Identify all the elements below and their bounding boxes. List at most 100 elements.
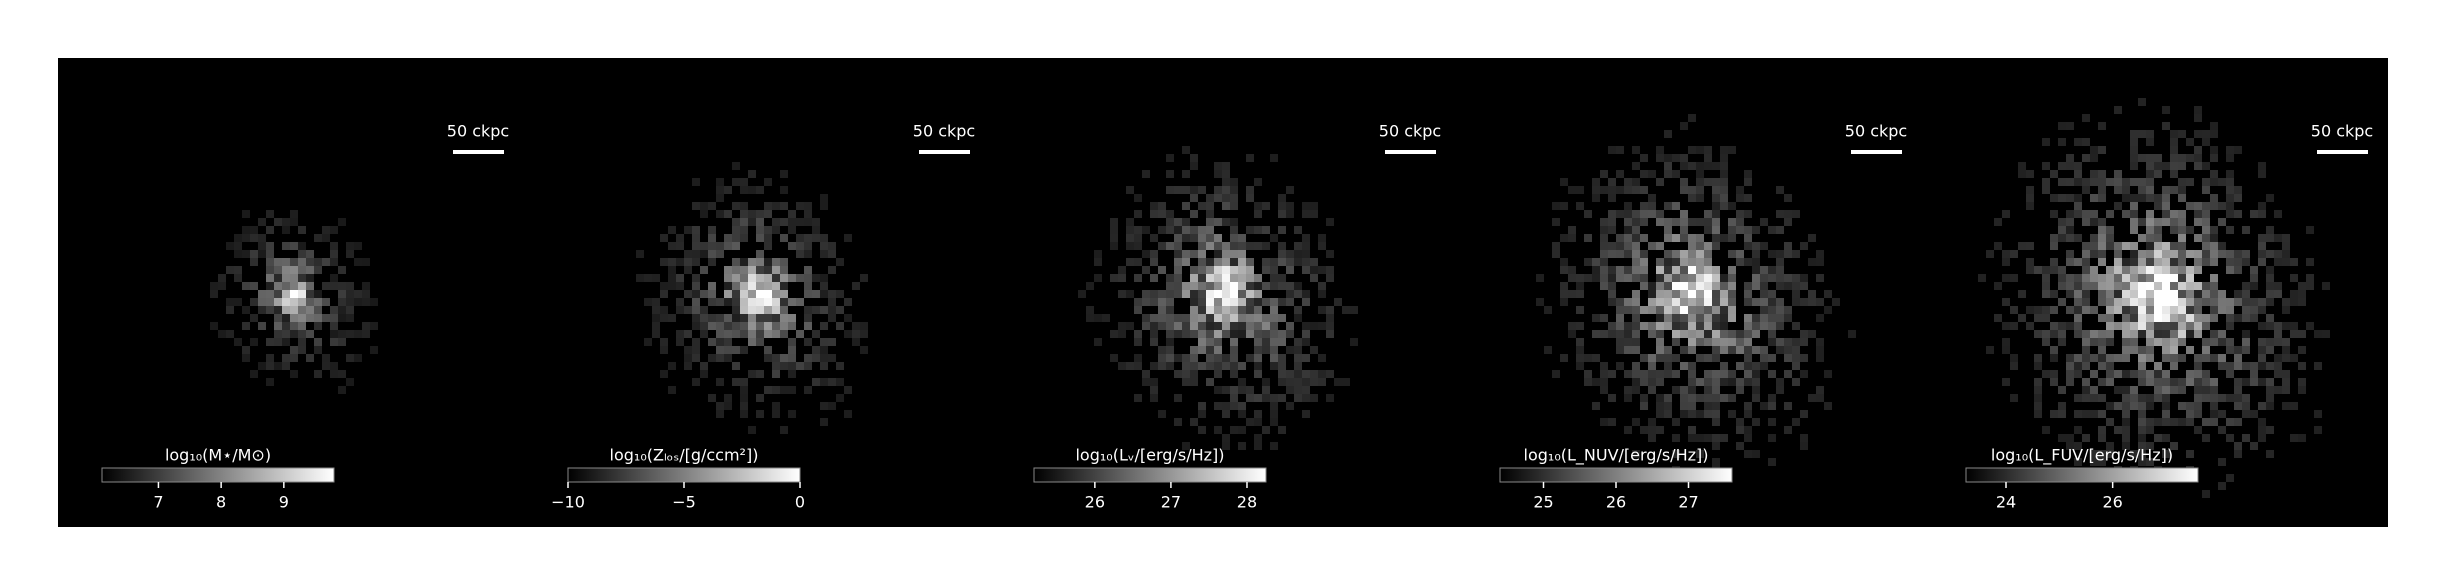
- image-pixel: [1624, 322, 1632, 330]
- image-pixel: [1190, 282, 1198, 290]
- image-pixel: [2154, 306, 2162, 314]
- image-pixel: [2154, 274, 2162, 282]
- image-pixel: [692, 322, 700, 330]
- image-pixel: [692, 306, 700, 314]
- image-pixel: [1672, 370, 1680, 378]
- image-pixel: [1664, 162, 1672, 170]
- image-pixel: [1246, 314, 1254, 322]
- image-pixel: [828, 242, 836, 250]
- image-pixel: [836, 258, 844, 266]
- image-pixel: [346, 314, 354, 322]
- image-pixel: [1768, 458, 1776, 466]
- scale-bar-label: 50 ckpc: [1379, 122, 1441, 141]
- image-pixel: [1206, 290, 1214, 298]
- image-pixel: [2034, 410, 2042, 418]
- image-pixel: [2146, 458, 2154, 466]
- image-pixel: [234, 266, 242, 274]
- image-pixel: [2250, 210, 2258, 218]
- image-pixel: [2194, 162, 2202, 170]
- image-pixel: [748, 338, 756, 346]
- image-pixel: [2186, 298, 2194, 306]
- image-pixel: [2186, 314, 2194, 322]
- image-pixel: [2210, 122, 2218, 130]
- image-pixel: [756, 210, 764, 218]
- image-pixel: [266, 258, 274, 266]
- image-pixel: [748, 258, 756, 266]
- image-pixel: [1712, 346, 1720, 354]
- image-pixel: [2082, 258, 2090, 266]
- image-pixel: [2170, 330, 2178, 338]
- image-pixel: [1262, 298, 1270, 306]
- image-pixel: [1254, 298, 1262, 306]
- colorbar-tick-label: 0: [795, 493, 805, 512]
- image-pixel: [2122, 434, 2130, 442]
- image-pixel: [1246, 418, 1254, 426]
- image-pixel: [1664, 154, 1672, 162]
- image-pixel: [1728, 346, 1736, 354]
- image-pixel: [2138, 458, 2146, 466]
- image-pixel: [1600, 418, 1608, 426]
- image-pixel: [2234, 186, 2242, 194]
- colorbar: [1033, 467, 1267, 483]
- image-pixel: [1198, 202, 1206, 210]
- image-pixel: [1214, 386, 1222, 394]
- image-pixel: [708, 322, 716, 330]
- image-pixel: [1752, 250, 1760, 258]
- image-pixel: [274, 282, 282, 290]
- image-pixel: [1150, 274, 1158, 282]
- image-pixel: [828, 298, 836, 306]
- image-pixel: [2178, 234, 2186, 242]
- image-pixel: [1110, 234, 1118, 242]
- image-pixel: [1648, 362, 1656, 370]
- image-pixel: [2146, 210, 2154, 218]
- image-pixel: [1270, 362, 1278, 370]
- image-pixel: [2226, 258, 2234, 266]
- image-pixel: [716, 330, 724, 338]
- image-pixel: [2210, 410, 2218, 418]
- image-pixel: [2266, 346, 2274, 354]
- image-pixel: [2202, 386, 2210, 394]
- image-pixel: [1262, 242, 1270, 250]
- image-pixel: [1158, 266, 1166, 274]
- image-pixel: [2282, 298, 2290, 306]
- image-pixel: [1262, 258, 1270, 266]
- image-pixel: [1720, 290, 1728, 298]
- image-pixel: [764, 298, 772, 306]
- image-pixel: [1198, 346, 1206, 354]
- image-pixel: [1150, 330, 1158, 338]
- colorbar: [101, 467, 335, 483]
- image-pixel: [2130, 242, 2138, 250]
- image-pixel: [1616, 338, 1624, 346]
- image-pixel: [1166, 338, 1174, 346]
- image-pixel: [1648, 370, 1656, 378]
- image-pixel: [1696, 146, 1704, 154]
- image-pixel: [2106, 450, 2114, 458]
- image-pixel: [2138, 218, 2146, 226]
- image-pixel: [1592, 402, 1600, 410]
- image-pixel: [2194, 290, 2202, 298]
- image-pixel: [1326, 394, 1334, 402]
- image-pixel: [1752, 226, 1760, 234]
- image-pixel: [2194, 314, 2202, 322]
- image-pixel: [1584, 274, 1592, 282]
- image-pixel: [2234, 298, 2242, 306]
- image-pixel: [1688, 338, 1696, 346]
- image-pixel: [282, 218, 290, 226]
- image-pixel: [772, 226, 780, 234]
- image-pixel: [282, 282, 290, 290]
- image-pixel: [1994, 314, 2002, 322]
- image-pixel: [2242, 410, 2250, 418]
- image-pixel: [652, 330, 660, 338]
- image-pixel: [1110, 218, 1118, 226]
- image-pixel: [668, 386, 676, 394]
- image-pixel: [788, 362, 796, 370]
- image-pixel: [1206, 322, 1214, 330]
- image-pixel: [1278, 274, 1286, 282]
- image-pixel: [660, 234, 668, 242]
- image-pixel: [724, 298, 732, 306]
- image-pixel: [1704, 434, 1712, 442]
- image-pixel: [844, 386, 852, 394]
- image-pixel: [1816, 314, 1824, 322]
- image-pixel: [1222, 202, 1230, 210]
- image-pixel: [2170, 146, 2178, 154]
